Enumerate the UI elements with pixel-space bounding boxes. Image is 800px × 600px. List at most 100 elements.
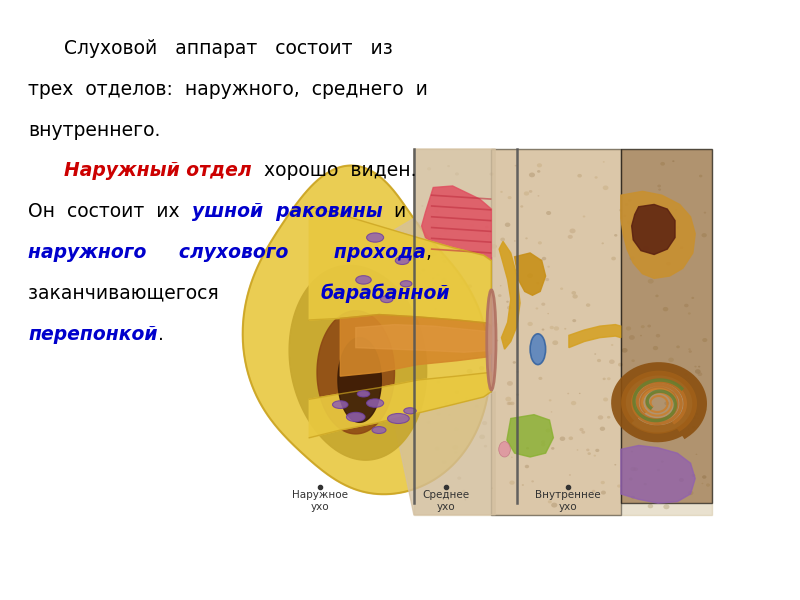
Ellipse shape: [618, 363, 622, 367]
Ellipse shape: [682, 412, 686, 414]
Ellipse shape: [643, 246, 649, 251]
Ellipse shape: [577, 449, 578, 451]
Ellipse shape: [550, 411, 552, 413]
Ellipse shape: [500, 191, 502, 193]
Ellipse shape: [630, 256, 634, 260]
Ellipse shape: [648, 279, 654, 284]
Ellipse shape: [442, 257, 444, 259]
Polygon shape: [414, 149, 712, 515]
Ellipse shape: [602, 185, 609, 190]
Ellipse shape: [505, 339, 507, 341]
Ellipse shape: [622, 348, 628, 353]
Ellipse shape: [485, 226, 489, 229]
Ellipse shape: [594, 455, 596, 457]
Text: трех  отделов:  наружного,  среднего  и: трех отделов: наружного, среднего и: [28, 80, 428, 99]
Ellipse shape: [650, 418, 654, 421]
Text: заканчивающегося: заканчивающегося: [28, 284, 321, 303]
Ellipse shape: [446, 242, 448, 244]
Ellipse shape: [541, 440, 546, 443]
Polygon shape: [569, 325, 621, 347]
Ellipse shape: [507, 381, 513, 386]
Ellipse shape: [554, 326, 559, 331]
Ellipse shape: [506, 301, 509, 303]
Ellipse shape: [366, 399, 384, 407]
Text: Наружное
ухо: Наружное ухо: [292, 490, 348, 512]
Ellipse shape: [395, 257, 410, 265]
Text: хорошо  виден.: хорошо виден.: [252, 161, 416, 181]
Ellipse shape: [465, 397, 467, 399]
Ellipse shape: [404, 408, 416, 414]
Ellipse shape: [542, 328, 544, 331]
Ellipse shape: [594, 353, 596, 355]
Ellipse shape: [658, 185, 661, 187]
Ellipse shape: [434, 206, 436, 208]
Ellipse shape: [567, 393, 570, 394]
Ellipse shape: [630, 451, 633, 452]
Ellipse shape: [531, 480, 534, 482]
Ellipse shape: [687, 428, 690, 430]
Ellipse shape: [508, 196, 511, 199]
Ellipse shape: [454, 391, 459, 394]
Ellipse shape: [689, 350, 692, 353]
Polygon shape: [632, 205, 675, 254]
Ellipse shape: [434, 446, 439, 451]
Text: Наружный отдел: Наружный отдел: [64, 161, 252, 181]
Ellipse shape: [431, 296, 434, 298]
Ellipse shape: [680, 247, 683, 249]
Ellipse shape: [628, 199, 632, 202]
Polygon shape: [242, 166, 490, 494]
Ellipse shape: [431, 496, 434, 498]
Ellipse shape: [660, 162, 665, 166]
Ellipse shape: [631, 359, 635, 362]
Ellipse shape: [444, 229, 447, 232]
Ellipse shape: [437, 412, 441, 416]
Ellipse shape: [668, 358, 674, 362]
Ellipse shape: [479, 434, 485, 439]
Ellipse shape: [381, 296, 393, 302]
Ellipse shape: [433, 223, 438, 227]
Ellipse shape: [595, 449, 599, 452]
Text: Он  состоит  их: Он состоит их: [28, 202, 192, 221]
Ellipse shape: [454, 451, 458, 454]
Ellipse shape: [691, 297, 694, 299]
Ellipse shape: [614, 234, 618, 236]
Ellipse shape: [660, 239, 662, 242]
Ellipse shape: [702, 233, 707, 238]
Ellipse shape: [579, 428, 584, 431]
Ellipse shape: [646, 208, 649, 211]
Ellipse shape: [598, 415, 603, 419]
Ellipse shape: [694, 365, 697, 367]
Ellipse shape: [656, 334, 660, 337]
Ellipse shape: [513, 361, 516, 364]
Ellipse shape: [346, 412, 365, 422]
Ellipse shape: [673, 392, 678, 396]
Ellipse shape: [475, 404, 479, 408]
Ellipse shape: [493, 371, 494, 373]
Polygon shape: [514, 253, 546, 295]
Ellipse shape: [466, 369, 473, 374]
Ellipse shape: [508, 401, 513, 405]
Ellipse shape: [607, 416, 610, 419]
Ellipse shape: [609, 359, 614, 364]
Ellipse shape: [426, 421, 430, 424]
Ellipse shape: [538, 195, 539, 197]
Ellipse shape: [683, 373, 688, 376]
Ellipse shape: [482, 421, 487, 425]
Ellipse shape: [546, 428, 550, 433]
Text: ушной  раковины: ушной раковины: [192, 202, 382, 221]
Ellipse shape: [527, 273, 533, 278]
Ellipse shape: [516, 394, 519, 396]
Ellipse shape: [548, 500, 552, 503]
Ellipse shape: [614, 464, 616, 466]
Ellipse shape: [500, 238, 505, 241]
Ellipse shape: [538, 241, 542, 244]
Ellipse shape: [541, 443, 546, 446]
Ellipse shape: [492, 374, 494, 377]
FancyBboxPatch shape: [621, 149, 712, 503]
Ellipse shape: [422, 205, 423, 207]
Text: Внутреннее
ухо: Внутреннее ухо: [535, 490, 601, 512]
Ellipse shape: [619, 209, 622, 212]
Ellipse shape: [546, 211, 551, 215]
Ellipse shape: [564, 328, 566, 329]
Ellipse shape: [430, 253, 434, 256]
